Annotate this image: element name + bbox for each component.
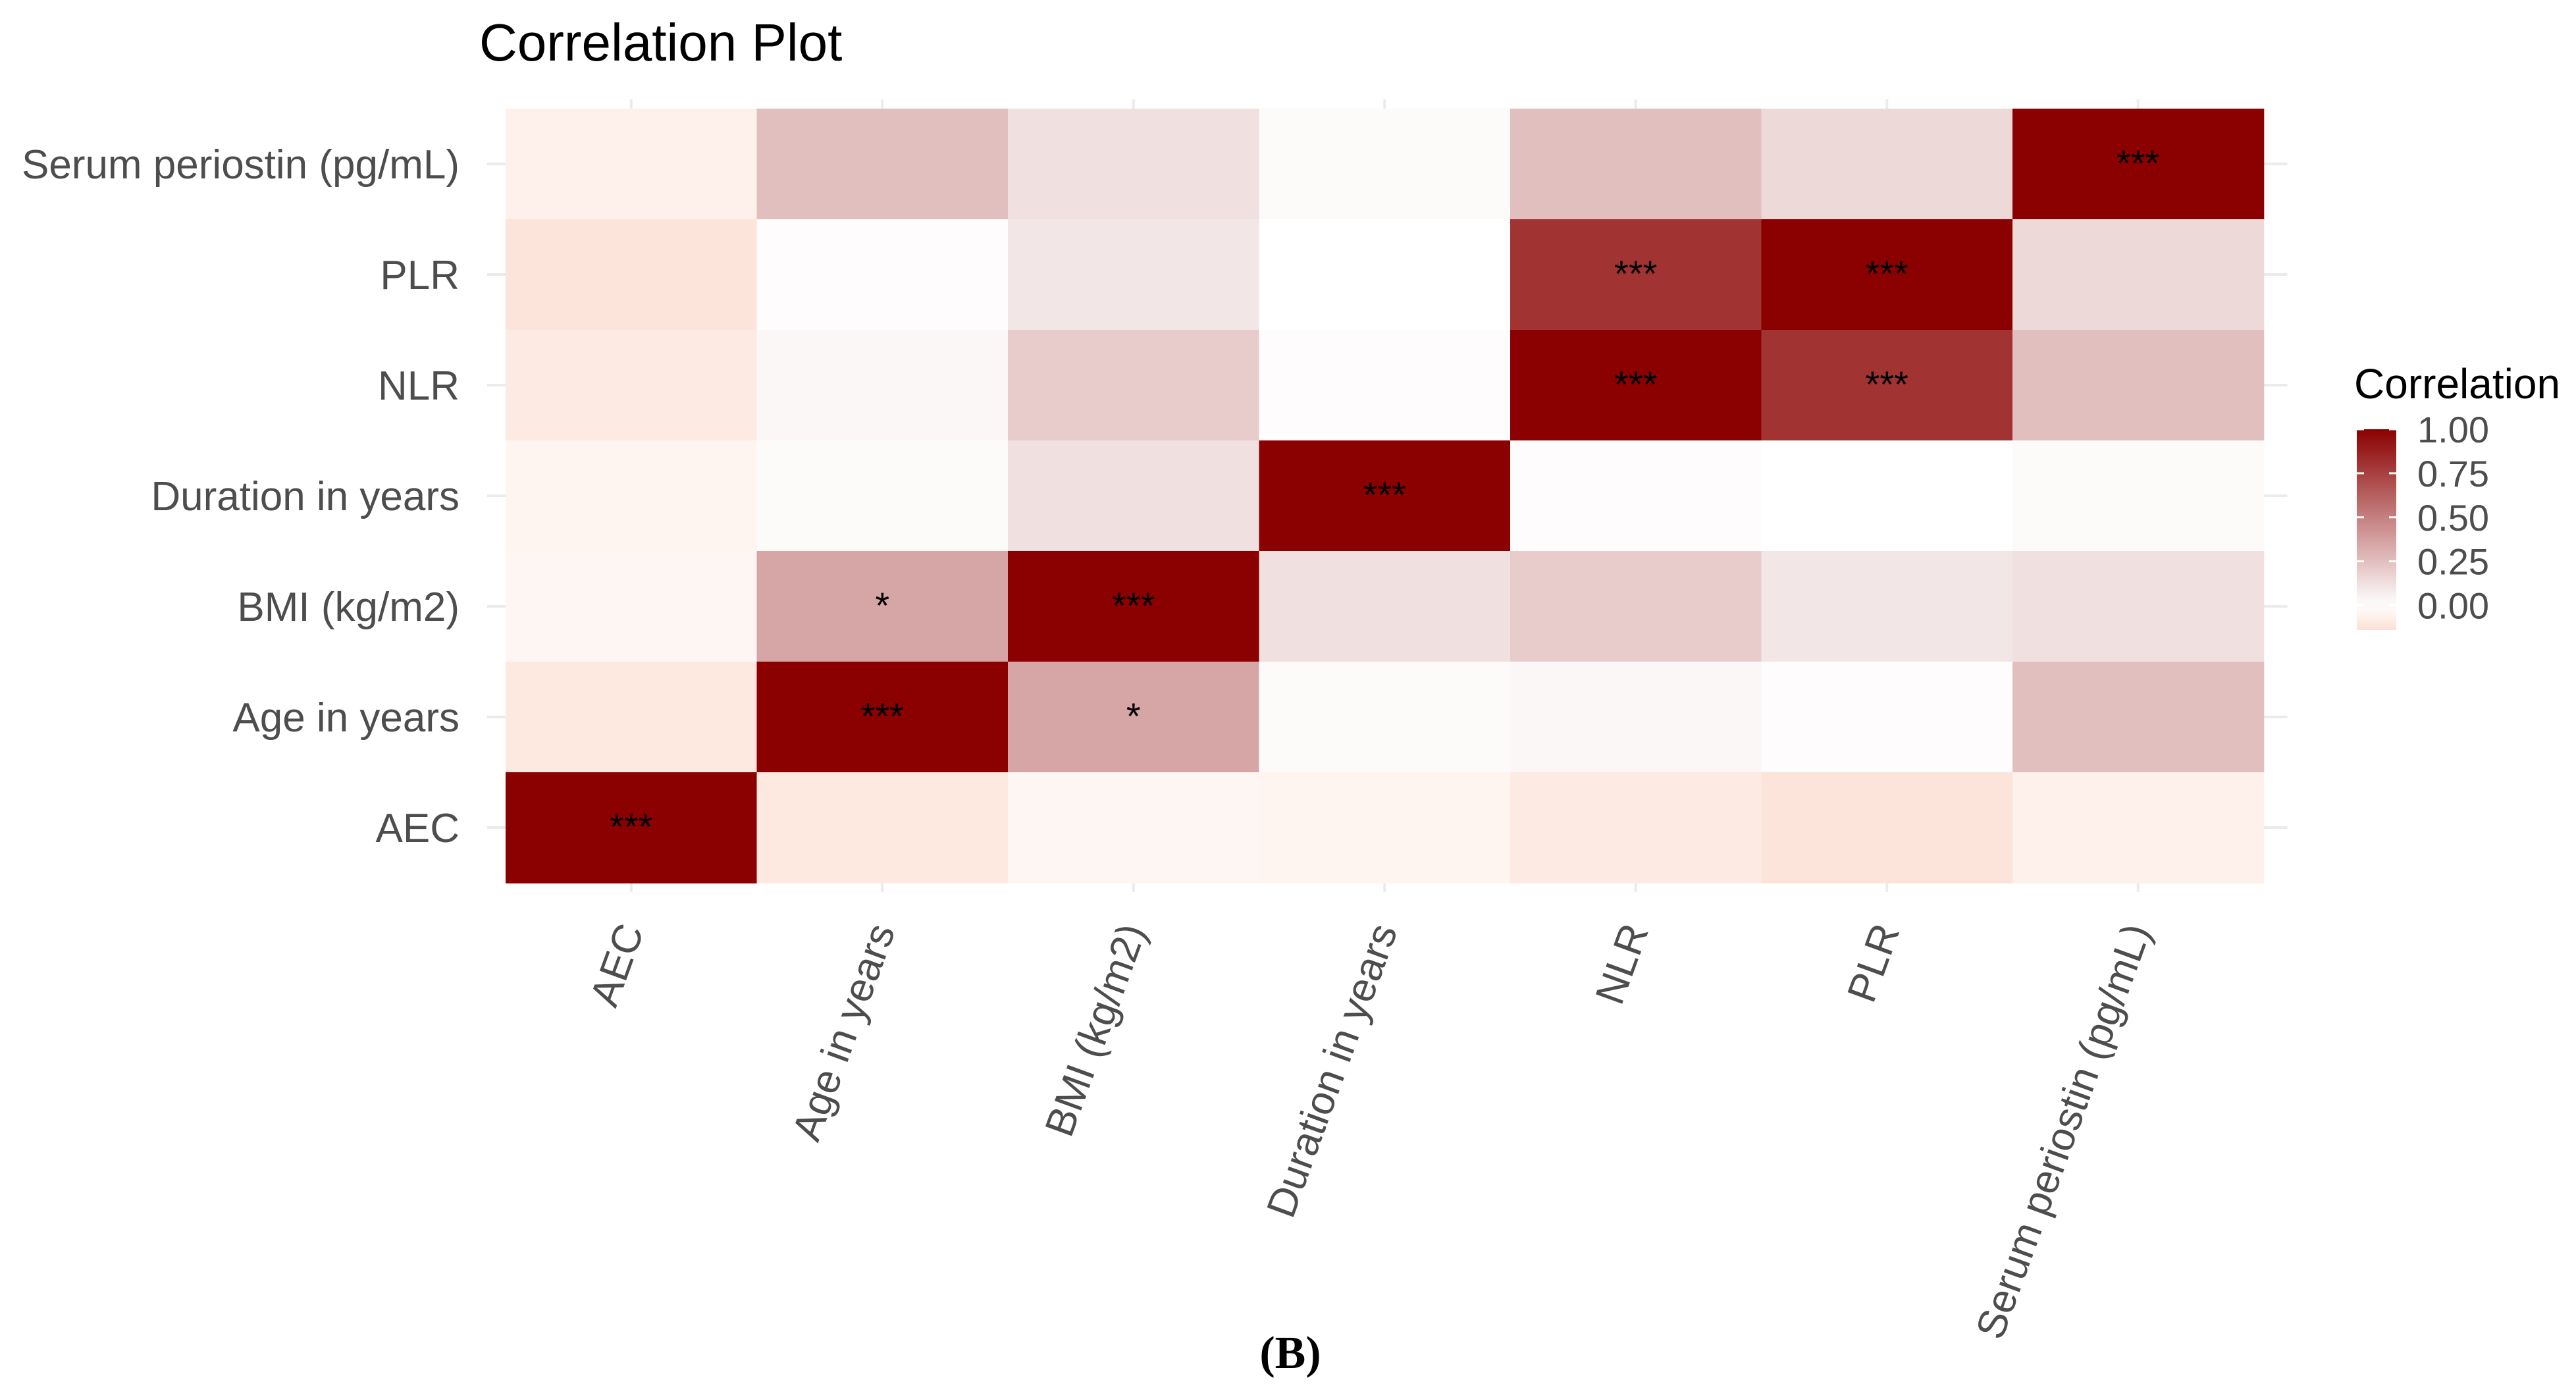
heatmap-cell xyxy=(1259,440,1511,552)
heatmap-cell xyxy=(756,440,1009,552)
x-tick-label: PLR xyxy=(1839,918,1908,1008)
y-tick-label: Serum periostin (pg/mL) xyxy=(22,142,460,188)
heatmap-cell xyxy=(2012,330,2265,441)
heatmap-cell xyxy=(506,551,758,662)
significance-label: *** xyxy=(1614,363,1657,405)
heatmap-cell xyxy=(1259,772,1511,884)
x-tick-label: Serum periostin (pg/mL) xyxy=(1968,918,2160,1345)
legend-ticks: 1.000.750.500.250.00 xyxy=(2357,409,2489,627)
heatmap-cell xyxy=(756,219,1009,330)
heatmap-cell xyxy=(756,109,1009,220)
significance-label: *** xyxy=(1363,474,1406,515)
x-axis-labels: AEC Age in years BMI (kg/m2) Duration in ye… xyxy=(581,918,2159,1345)
heatmap-cell xyxy=(756,772,1009,884)
heatmap-cell xyxy=(1510,662,1762,773)
y-tick-label: AEC xyxy=(376,806,460,851)
heatmap-cell xyxy=(1510,219,1762,330)
significance-label: *** xyxy=(1112,585,1155,626)
legend-title: Correlation xyxy=(2354,360,2560,408)
heatmap-cell xyxy=(1761,219,2013,330)
y-tick-label: Age in years xyxy=(232,695,460,741)
heatmap-cell xyxy=(1008,440,1260,552)
heatmap-cells xyxy=(506,109,2265,884)
significance-label: *** xyxy=(1866,363,1908,405)
heatmap-cell xyxy=(1259,662,1511,773)
y-tick-label: NLR xyxy=(378,363,460,409)
heatmap-cell xyxy=(1008,662,1260,773)
legend-tick-label: 0.25 xyxy=(2417,541,2489,583)
heatmap-cell xyxy=(2012,109,2265,220)
heatmap-cell xyxy=(1259,109,1511,220)
heatmap-cell xyxy=(756,662,1009,773)
heatmap-cell xyxy=(1761,440,2013,552)
heatmap-cell xyxy=(1510,330,1762,441)
y-axis-labels: Serum periostin (pg/mL) PLR NLR Duration in… xyxy=(22,142,460,851)
heatmap-cell xyxy=(506,330,758,441)
legend-colorbar xyxy=(2357,429,2396,630)
x-tick-label: NLR xyxy=(1587,918,1658,1010)
legend-tick-label: 0.75 xyxy=(2417,453,2489,494)
heatmap-cell xyxy=(1510,440,1762,552)
heatmap-cell xyxy=(1510,772,1762,884)
heatmap-cell xyxy=(1761,772,2013,884)
x-tick-label: AEC xyxy=(581,918,652,1012)
heatmap-cell xyxy=(506,772,758,884)
heatmap-cell xyxy=(756,330,1009,441)
heatmap-cell xyxy=(1510,109,1762,220)
heatmap-cell xyxy=(1008,772,1260,884)
heatmap-cell xyxy=(1008,551,1260,662)
heatmap-cell xyxy=(506,440,758,552)
heatmap-cell xyxy=(2012,662,2265,773)
x-tick-label: Duration in years xyxy=(1258,918,1406,1223)
heatmap-cell xyxy=(2012,551,2265,662)
chart-title: Correlation Plot xyxy=(479,13,842,72)
significance-label: *** xyxy=(861,695,904,737)
heatmap-cell xyxy=(1008,219,1260,330)
significance-label: *** xyxy=(2116,142,2159,184)
y-tick-label: Duration in years xyxy=(151,474,460,519)
legend: Correlation 1.000.750.500.250.00 xyxy=(2354,360,2560,630)
heatmap-cell xyxy=(2012,219,2265,330)
heatmap-cell xyxy=(1008,109,1260,220)
y-tick-label: BMI (kg/m2) xyxy=(237,585,460,630)
x-tick-label: Age in years xyxy=(784,918,905,1146)
significance-label: *** xyxy=(1614,253,1657,294)
heatmap-cell xyxy=(1761,109,2013,220)
heatmap-cell xyxy=(1259,551,1511,662)
legend-tick-label: 1.00 xyxy=(2417,409,2489,450)
significance-labels: ****** ****** ******* ****** **** xyxy=(610,142,2159,847)
y-tick-label: PLR xyxy=(380,253,460,298)
heatmap-cell xyxy=(1259,219,1511,330)
x-tick-label: BMI (kg/m2) xyxy=(1037,918,1155,1142)
heatmap-cell xyxy=(1510,551,1762,662)
heatmap-cell xyxy=(506,109,758,220)
heatmap-cell xyxy=(2012,440,2265,552)
heatmap-cell xyxy=(1259,330,1511,441)
significance-label: *** xyxy=(610,806,652,847)
heatmap-cell xyxy=(506,219,758,330)
heatmap-cell xyxy=(1761,330,2013,441)
legend-tick-label: 0.50 xyxy=(2417,497,2489,539)
significance-label: * xyxy=(875,585,889,626)
heatmap-cell xyxy=(1761,662,2013,773)
legend-tick-label: 0.00 xyxy=(2417,585,2489,627)
significance-label: * xyxy=(1126,695,1141,737)
panel-label: (B) xyxy=(1259,1328,1321,1379)
heatmap-cell xyxy=(506,662,758,773)
heatmap-cell xyxy=(1008,330,1260,441)
heatmap-cell xyxy=(756,551,1009,662)
heatmap-cell xyxy=(1761,551,2013,662)
heatmap-cell xyxy=(2012,772,2265,884)
significance-label: *** xyxy=(1866,253,1908,294)
